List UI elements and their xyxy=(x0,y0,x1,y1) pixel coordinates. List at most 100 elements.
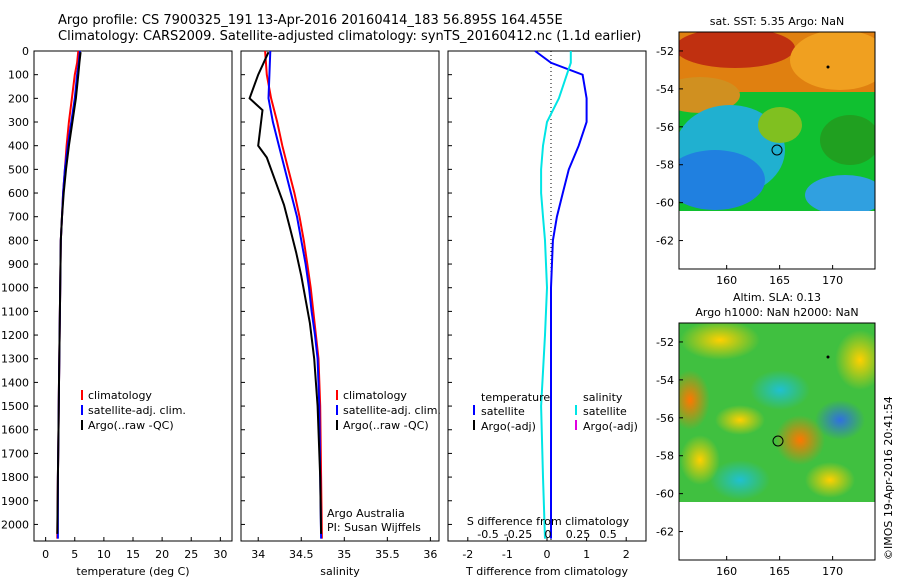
diff-legend-item: Argo(-adj) xyxy=(583,420,638,433)
diff-xtick-label: 1 xyxy=(583,548,590,561)
diff-top-axis-title: S difference from climatology xyxy=(467,515,630,528)
depth-tick-label: 1900 xyxy=(1,495,29,508)
diff-xtick-label: 2 xyxy=(623,548,630,561)
diff-series-0-line xyxy=(534,50,588,539)
sst-map xyxy=(679,32,875,211)
temp-legend-item: climatology xyxy=(88,389,152,402)
sst-map-title: sat. SST: 5.35 Argo: NaN xyxy=(710,15,844,28)
sal-legend-item: satellite-adj. clim. xyxy=(343,404,441,417)
diff-top-tick-label: 0 xyxy=(545,528,552,541)
depth-tick-label: 1600 xyxy=(1,424,29,437)
diff-xtick-label: -1 xyxy=(502,548,513,561)
sla-ytick-label: -52 xyxy=(656,336,674,349)
sla-map-title: Altim. SLA: 0.13 xyxy=(733,291,821,304)
sal-xtick-label: 35 xyxy=(337,548,351,561)
depth-tick-label: 1100 xyxy=(1,305,29,318)
diff-xtick-label: -2 xyxy=(462,548,473,561)
temp-series-2-line xyxy=(56,52,82,534)
sal-legend-item: climatology xyxy=(343,389,407,402)
temp-xtick-label: 0 xyxy=(42,548,49,561)
diff-top-tick-label: 0.5 xyxy=(599,528,617,541)
depth-tick-label: 0 xyxy=(22,45,29,58)
temp-xtick-label: 5 xyxy=(71,548,78,561)
temp-xtick-label: 10 xyxy=(97,548,111,561)
sla-xtick-label: 160 xyxy=(716,565,737,578)
salinity-panel-frame xyxy=(240,50,440,542)
temp-legend-item: Argo(..raw -QC) xyxy=(88,419,174,432)
sst-ytick-label: -56 xyxy=(656,121,674,134)
diff-top-tick-label: -0.5 xyxy=(477,528,498,541)
depth-tick-label: 1400 xyxy=(1,376,29,389)
sla-map-subtitle: Argo h1000: NaN h2000: NaN xyxy=(695,306,858,319)
temp-legend-item: satellite-adj. clim. xyxy=(88,404,186,417)
sst-xtick-label: 160 xyxy=(716,274,737,287)
diff-xlabel: T difference from climatology xyxy=(465,565,628,578)
sst-xtick-label: 165 xyxy=(769,274,790,287)
depth-tick-label: 2000 xyxy=(1,518,29,531)
depth-tick-label: 500 xyxy=(8,163,29,176)
depth-tick-label: 1300 xyxy=(1,353,29,366)
depth-tick-label: 1000 xyxy=(1,282,29,295)
sst-ytick-label: -62 xyxy=(656,235,674,248)
sla-ytick-label: -54 xyxy=(656,374,674,387)
temperature-panel-frame xyxy=(33,50,233,542)
sst-dot xyxy=(826,65,830,69)
temp-xtick-label: 20 xyxy=(155,548,169,561)
depth-tick-label: 100 xyxy=(8,69,29,82)
temp-xlabel: temperature (deg C) xyxy=(76,565,189,578)
sal-xtick-label: 35.5 xyxy=(375,548,400,561)
sst-map-frame xyxy=(678,31,876,270)
sla-ytick-label: -58 xyxy=(656,450,674,463)
argo-location-marker-sst xyxy=(771,144,783,156)
sst-ytick-label: -52 xyxy=(656,45,674,58)
depth-tick-label: 300 xyxy=(8,116,29,129)
diff-legend-item: satellite xyxy=(583,405,627,418)
diff-series-1-line xyxy=(540,51,572,539)
sla-map xyxy=(679,323,875,502)
sst-ytick-label: -54 xyxy=(656,83,674,96)
sst-xtick-label: 170 xyxy=(822,274,843,287)
diff-legend-item: satellite xyxy=(481,405,525,418)
sal-xlabel: salinity xyxy=(320,565,360,578)
sal-xtick-label: 34 xyxy=(251,548,265,561)
diff-top-tick-label: 0.25 xyxy=(566,528,591,541)
depth-tick-label: 700 xyxy=(8,211,29,224)
sal-xtick-label: 36 xyxy=(423,548,437,561)
temp-xtick-label: 30 xyxy=(213,548,227,561)
sla-ytick-label: -56 xyxy=(656,412,674,425)
sla-dot xyxy=(826,355,830,359)
diff-legend-item: Argo(-adj) xyxy=(481,420,536,433)
temp-xtick-label: 25 xyxy=(184,548,198,561)
sla-map-frame xyxy=(678,322,876,561)
temp-xtick-label: 15 xyxy=(126,548,140,561)
sal-legend-item: Argo(..raw -QC) xyxy=(343,419,429,432)
depth-tick-label: 1800 xyxy=(1,471,29,484)
sla-ytick-label: -60 xyxy=(656,488,674,501)
depth-tick-label: 600 xyxy=(8,187,29,200)
sst-ytick-label: -60 xyxy=(656,197,674,210)
sal-xtick-label: 34.5 xyxy=(289,548,314,561)
depth-tick-label: 800 xyxy=(8,234,29,247)
sla-ytick-label: -62 xyxy=(656,526,674,539)
sla-xtick-label: 165 xyxy=(769,565,790,578)
diff-legend-salinity-title: salinity xyxy=(583,391,623,404)
credit-note: PI: Susan Wijffels xyxy=(327,521,421,534)
credit-note: Argo Australia xyxy=(327,507,405,520)
sst-ytick-label: -58 xyxy=(656,159,674,172)
sla-xtick-label: 170 xyxy=(822,565,843,578)
depth-tick-label: 900 xyxy=(8,258,29,271)
depth-tick-label: 1700 xyxy=(1,447,29,460)
diff-legend-temperature-title: temperature xyxy=(481,391,550,404)
sal-series-2-line xyxy=(248,51,323,534)
argo-location-marker-sla xyxy=(772,435,784,447)
depth-tick-label: 1200 xyxy=(1,329,29,342)
figure-title-line1: Argo profile: CS 7900325_191 13-Apr-2016… xyxy=(58,13,563,28)
sal-series-1-line xyxy=(267,50,323,539)
figure-title-line2: Climatology: CARS2009. Satellite-adjuste… xyxy=(58,29,642,44)
diff-xtick-label: 0 xyxy=(544,548,551,561)
depth-tick-label: 200 xyxy=(8,92,29,105)
diff-top-tick-label: -0.25 xyxy=(504,528,532,541)
depth-tick-label: 1500 xyxy=(1,400,29,413)
depth-tick-label: 400 xyxy=(8,140,29,153)
